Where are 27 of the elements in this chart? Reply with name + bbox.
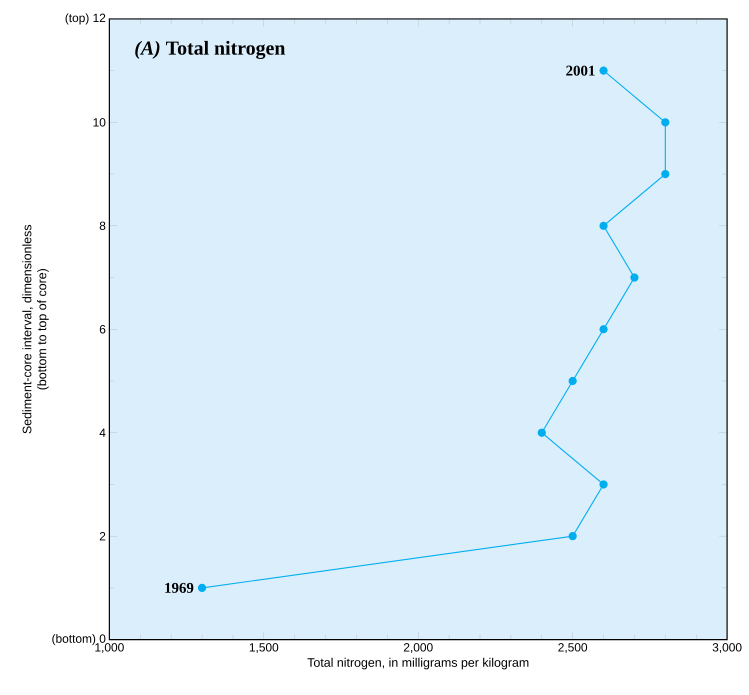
- x-tick-label: 2,500: [558, 642, 588, 653]
- annotation: 2001: [566, 65, 595, 76]
- x-axis-title: Total nitrogen, in milligrams per kilogram: [307, 658, 528, 670]
- point: [661, 118, 670, 126]
- point: [630, 273, 639, 282]
- text: (A) Total nitrogen: [135, 40, 286, 59]
- x-tick-label: 1,500: [250, 642, 278, 653]
- point: [599, 324, 608, 334]
- point: [198, 584, 206, 592]
- point: [599, 66, 608, 75]
- y-tick-label: 10: [94, 118, 106, 126]
- y-tick-label: (top) 12: [66, 13, 106, 24]
- y-tick-label: 8: [100, 221, 106, 230]
- point: [599, 480, 608, 488]
- y-tick-label: 2: [100, 532, 106, 540]
- x-tick-label: 2,000: [404, 642, 433, 653]
- point: [568, 376, 577, 385]
- y-axis-title: Sediment-core interval, dimensionless (bottom to top of core): [22, 224, 49, 434]
- x-tick-label: 3,000: [712, 642, 742, 653]
- y-tick-label: 6: [100, 324, 106, 334]
- point: [661, 170, 670, 178]
- point: [599, 221, 608, 230]
- x-tick-label: 1,000: [95, 642, 124, 653]
- annotation: 1969: [165, 582, 194, 593]
- point: [568, 532, 577, 540]
- point: [538, 428, 546, 437]
- y-tick-label: 4: [100, 428, 106, 437]
